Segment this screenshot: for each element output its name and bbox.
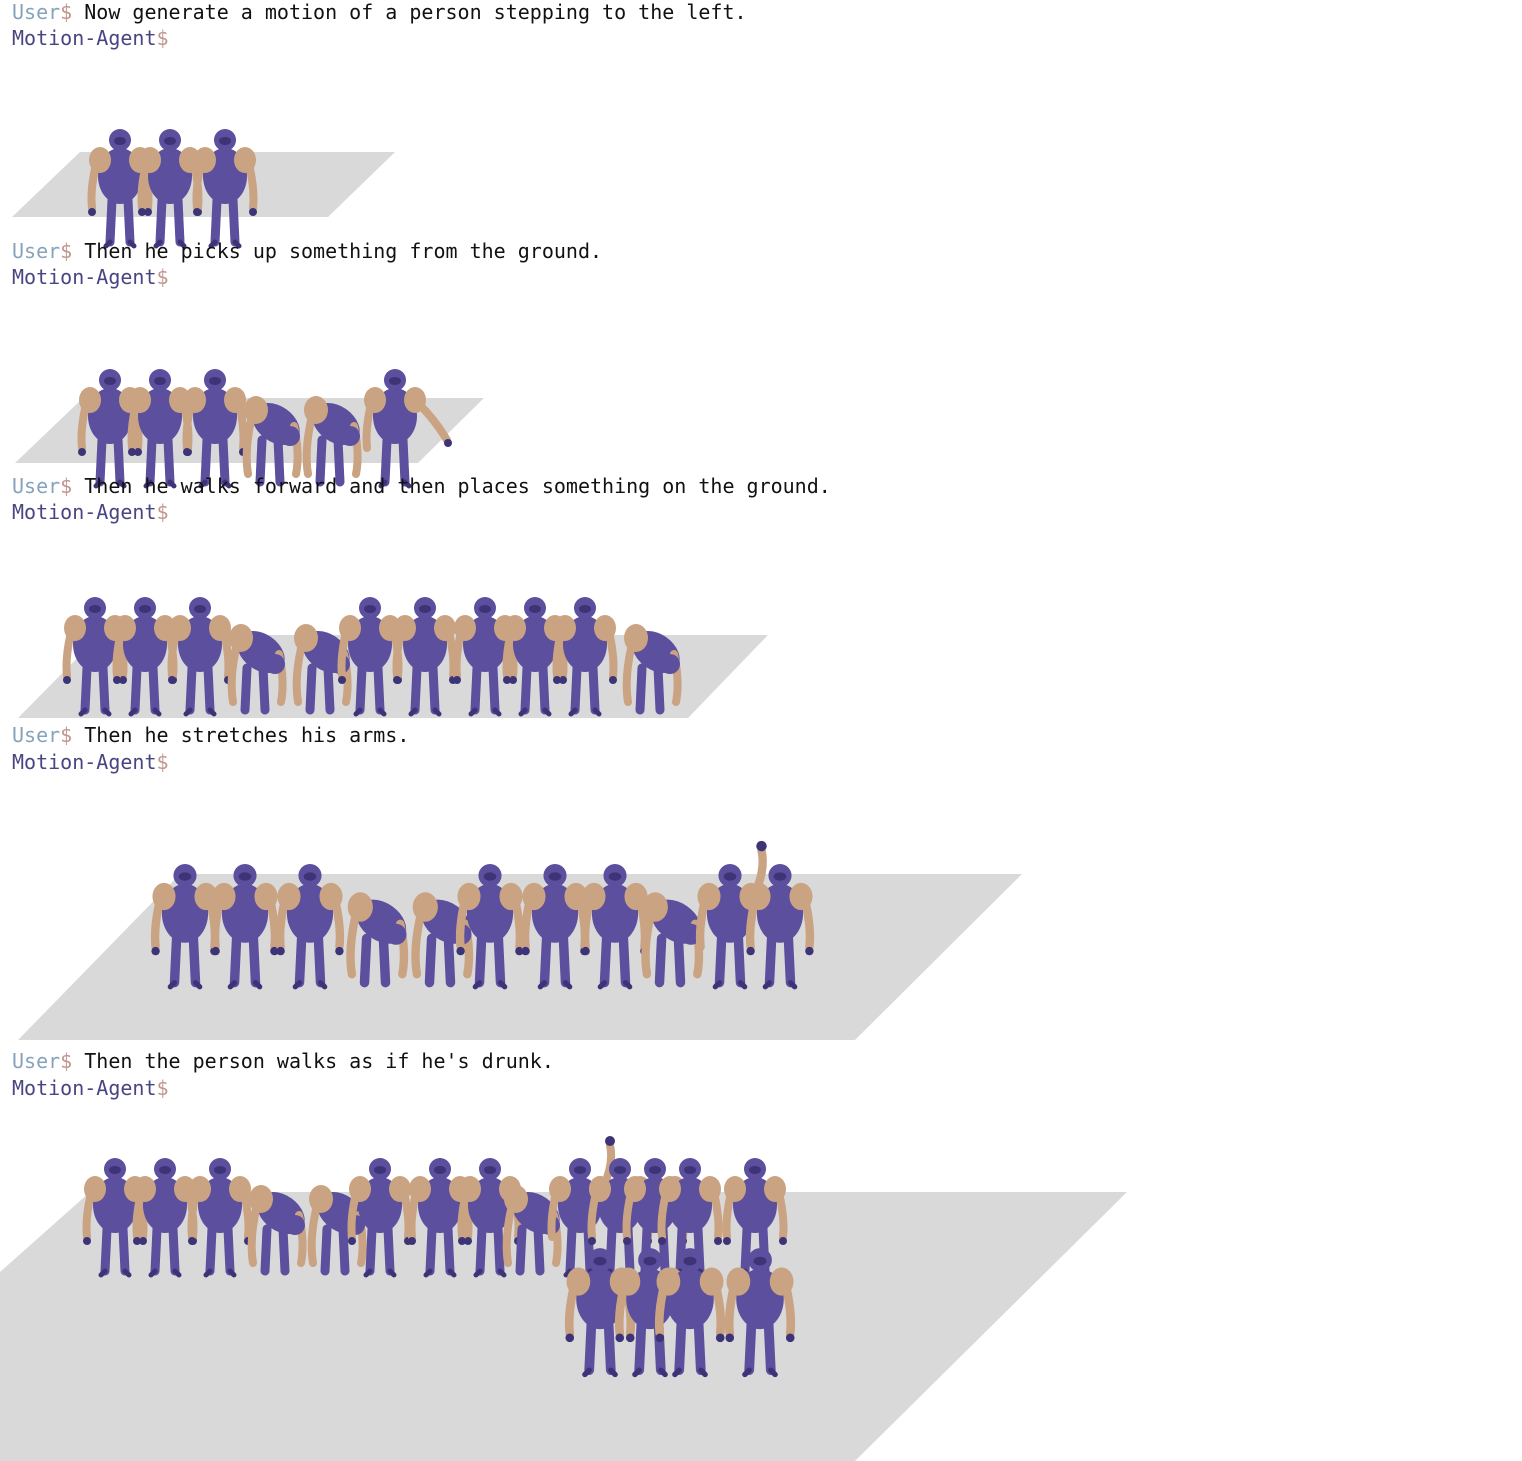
prompt-sign: $	[60, 239, 72, 263]
agent-line-1: Motion-Agent$	[12, 26, 169, 50]
user-line-3: User$ Then he walks forward and then pla…	[12, 474, 831, 498]
motion-render-4	[0, 778, 1030, 1043]
motion-render-svg	[0, 50, 420, 225]
agent-prompt: Motion-Agent	[12, 26, 157, 50]
agent-prompt: Motion-Agent	[12, 265, 157, 289]
agent-line-2: Motion-Agent$	[12, 265, 169, 289]
motion-render-svg	[0, 292, 500, 467]
prompt-sign: $	[60, 723, 72, 747]
agent-prompt: Motion-Agent	[12, 750, 157, 774]
motion-render-2	[0, 292, 500, 467]
user-line-4: User$ Then he stretches his arms.	[12, 723, 409, 747]
user-prompt: User	[12, 239, 60, 263]
prompt-sign: $	[157, 26, 169, 50]
user-prompt: User	[12, 723, 60, 747]
user-line-5: User$ Then the person walks as if he's d…	[12, 1049, 554, 1073]
agent-line-3: Motion-Agent$	[12, 500, 169, 524]
prompt-sign: $	[157, 265, 169, 289]
prompt-sign: $	[157, 500, 169, 524]
motion-render-svg	[0, 528, 780, 723]
motion-render-5	[0, 1104, 1140, 1461]
agent-line-4: Motion-Agent$	[12, 750, 169, 774]
user-line-2: User$ Then he picks up something from th…	[12, 239, 602, 263]
motion-frame-figure	[364, 369, 452, 486]
motion-render-3	[0, 528, 780, 723]
prompt-sign: $	[60, 0, 72, 24]
agent-prompt: Motion-Agent	[12, 1076, 157, 1100]
user-message: Then the person walks as if he's drunk.	[84, 1049, 554, 1073]
user-message: Then he picks up something from the grou…	[84, 239, 602, 263]
user-line-1: User$ Now generate a motion of a person …	[12, 0, 747, 24]
agent-line-5: Motion-Agent$	[12, 1076, 169, 1100]
user-message: Then he walks forward and then places so…	[84, 474, 831, 498]
motion-render-1	[0, 50, 420, 225]
user-message: Then he stretches his arms.	[84, 723, 409, 747]
user-prompt: User	[12, 0, 60, 24]
user-prompt: User	[12, 1049, 60, 1073]
agent-prompt: Motion-Agent	[12, 500, 157, 524]
motion-render-svg	[0, 1104, 1140, 1461]
prompt-sign: $	[157, 750, 169, 774]
prompt-sign: $	[157, 1076, 169, 1100]
prompt-sign: $	[60, 474, 72, 498]
prompt-sign: $	[60, 1049, 72, 1073]
motion-render-svg	[0, 778, 1030, 1043]
user-prompt: User	[12, 474, 60, 498]
user-message: Now generate a motion of a person steppi…	[84, 0, 746, 24]
